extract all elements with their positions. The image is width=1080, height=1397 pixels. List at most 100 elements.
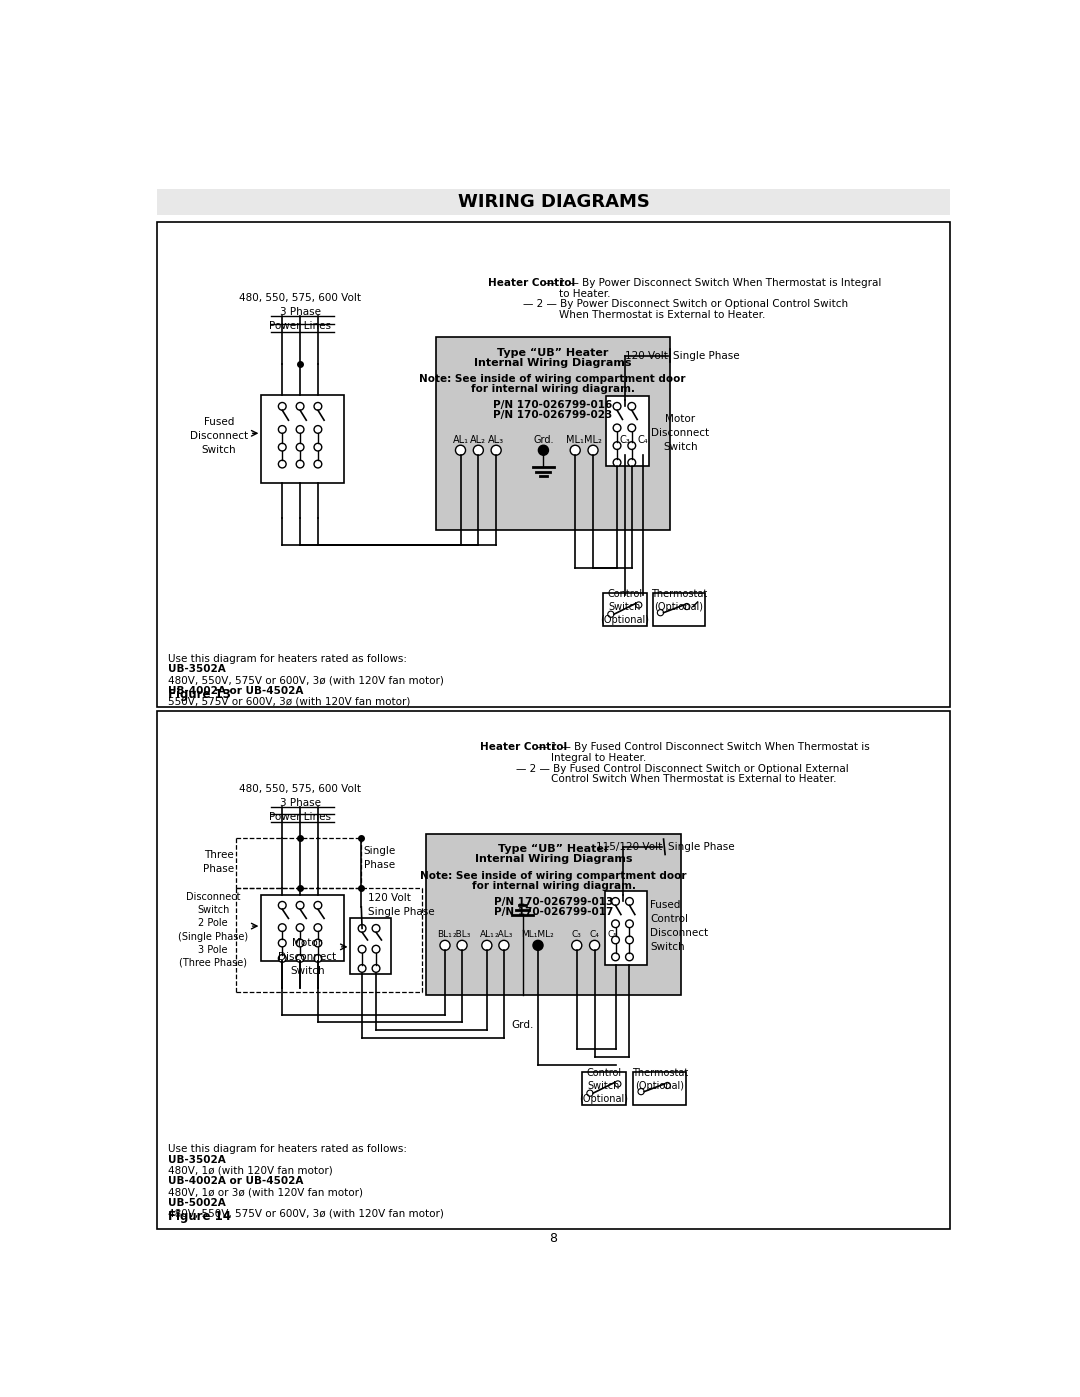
Circle shape [296, 923, 303, 932]
Bar [605, 891, 647, 964]
Text: C₅: C₅ [607, 930, 618, 939]
Text: Single
Phase: Single Phase [364, 847, 396, 870]
Circle shape [625, 898, 633, 905]
Text: Type “UB” Heater: Type “UB” Heater [498, 844, 609, 855]
Text: 480V, 550V, 575V or 600V, 3ø (with 120V fan motor): 480V, 550V, 575V or 600V, 3ø (with 120V … [167, 675, 444, 685]
Circle shape [279, 402, 286, 411]
Circle shape [373, 964, 380, 972]
Circle shape [314, 460, 322, 468]
Circle shape [359, 946, 366, 953]
Circle shape [296, 901, 303, 909]
Text: P/N 170-026799-017: P/N 170-026799-017 [494, 907, 613, 916]
Text: Grd.: Grd. [534, 434, 554, 444]
Circle shape [570, 446, 580, 455]
Circle shape [296, 939, 303, 947]
Circle shape [296, 954, 303, 963]
Bar [582, 1073, 625, 1105]
Circle shape [613, 425, 621, 432]
Text: Grd.: Grd. [511, 1020, 534, 1030]
Text: UB-3502A: UB-3502A [167, 665, 226, 675]
Text: P/N 170-026799-016: P/N 170-026799-016 [494, 400, 612, 411]
Circle shape [608, 610, 613, 617]
Circle shape [684, 604, 690, 609]
Text: UB-4002A or UB-4502A: UB-4002A or UB-4502A [167, 686, 302, 696]
Circle shape [314, 443, 322, 451]
Text: for internal wiring diagram.: for internal wiring diagram. [472, 880, 635, 891]
Bar [633, 1073, 686, 1105]
Text: 480V, 1ø (with 120V fan motor): 480V, 1ø (with 120V fan motor) [167, 1165, 333, 1175]
Circle shape [611, 953, 619, 961]
Bar [652, 594, 705, 626]
Circle shape [314, 939, 322, 947]
Circle shape [637, 446, 648, 455]
Circle shape [627, 402, 636, 411]
Text: UB-5002A: UB-5002A [167, 1197, 226, 1208]
Text: UB-3502A: UB-3502A [167, 1155, 226, 1165]
Circle shape [636, 602, 642, 608]
Text: AL₁: AL₁ [480, 930, 495, 939]
Text: Control Switch When Thermostat is External to Heater.: Control Switch When Thermostat is Extern… [551, 774, 837, 784]
Text: Disconnect
Switch
2 Pole
(Single Phase)
3 Pole
(Three Phase): Disconnect Switch 2 Pole (Single Phase) … [178, 891, 248, 968]
Text: C₃: C₃ [620, 434, 630, 444]
Text: Single Phase: Single Phase [669, 842, 734, 852]
Bar [606, 397, 649, 465]
Circle shape [482, 940, 491, 950]
Text: Thermostat
(Optional): Thermostat (Optional) [632, 1067, 688, 1091]
Circle shape [296, 426, 303, 433]
Text: Note: See inside of wiring compartment door: Note: See inside of wiring compartment d… [420, 870, 687, 880]
Text: AL₁: AL₁ [453, 434, 469, 444]
Circle shape [539, 446, 549, 455]
Circle shape [638, 1088, 644, 1095]
Circle shape [296, 460, 303, 468]
Circle shape [615, 1081, 621, 1087]
Circle shape [279, 923, 286, 932]
Circle shape [611, 921, 619, 928]
Circle shape [373, 946, 380, 953]
Text: UB-4002A or UB-4502A: UB-4002A or UB-4502A [167, 1176, 302, 1186]
Circle shape [625, 936, 633, 944]
Bar [261, 895, 345, 961]
Circle shape [314, 923, 322, 932]
Text: Use this diagram for heaters rated as follows:: Use this diagram for heaters rated as fo… [167, 654, 406, 664]
Text: AL₂: AL₂ [470, 434, 486, 444]
Text: Motor
Disconnect
Switch: Motor Disconnect Switch [651, 414, 710, 451]
Text: Fused
Disconnect
Switch: Fused Disconnect Switch [190, 416, 248, 454]
Text: Thermostat
(Optional): Thermostat (Optional) [651, 588, 707, 612]
Bar [603, 594, 647, 626]
Text: — 2 — By Power Disconnect Switch or Optional Control Switch: — 2 — By Power Disconnect Switch or Opti… [524, 299, 849, 309]
Circle shape [664, 1083, 671, 1088]
Text: Heater Control: Heater Control [488, 278, 575, 288]
Text: to Heater.: to Heater. [559, 289, 610, 299]
Circle shape [314, 402, 322, 411]
Text: ML₁: ML₁ [566, 434, 584, 444]
Bar [426, 834, 681, 996]
Text: C₃: C₃ [571, 930, 582, 939]
Circle shape [588, 446, 598, 455]
Circle shape [611, 898, 619, 905]
Circle shape [456, 446, 465, 455]
Text: — 1 — By Power Disconnect Switch When Thermostat is Integral: — 1 — By Power Disconnect Switch When Th… [545, 278, 881, 288]
Text: Single Phase: Single Phase [673, 351, 740, 360]
Circle shape [607, 940, 618, 950]
Circle shape [613, 402, 621, 411]
Circle shape [613, 441, 621, 450]
Bar [157, 189, 950, 215]
Text: ₂AL₃: ₂AL₃ [495, 930, 513, 939]
Text: ML₁ML₂: ML₁ML₂ [522, 930, 554, 939]
Text: C₄: C₄ [637, 434, 648, 444]
Circle shape [279, 954, 286, 963]
Text: Fused
Control
Disconnect
Switch: Fused Control Disconnect Switch [650, 900, 708, 953]
Circle shape [625, 921, 633, 928]
Text: 480V, 550V, 575V or 600V, 3ø (with 120V fan motor): 480V, 550V, 575V or 600V, 3ø (with 120V … [167, 1208, 444, 1218]
Text: 550V, 575V or 600V, 3ø (with 120V fan motor): 550V, 575V or 600V, 3ø (with 120V fan mo… [167, 697, 410, 707]
Circle shape [279, 426, 286, 433]
Circle shape [279, 901, 286, 909]
Bar [261, 395, 345, 483]
Circle shape [620, 446, 630, 455]
Text: Use this diagram for heaters rated as follows:: Use this diagram for heaters rated as fo… [167, 1144, 406, 1154]
Text: Note: See inside of wiring compartment door: Note: See inside of wiring compartment d… [419, 374, 686, 384]
Circle shape [314, 954, 322, 963]
Text: Internal Wiring Diagrams: Internal Wiring Diagrams [474, 358, 632, 367]
Circle shape [296, 402, 303, 411]
Circle shape [314, 901, 322, 909]
